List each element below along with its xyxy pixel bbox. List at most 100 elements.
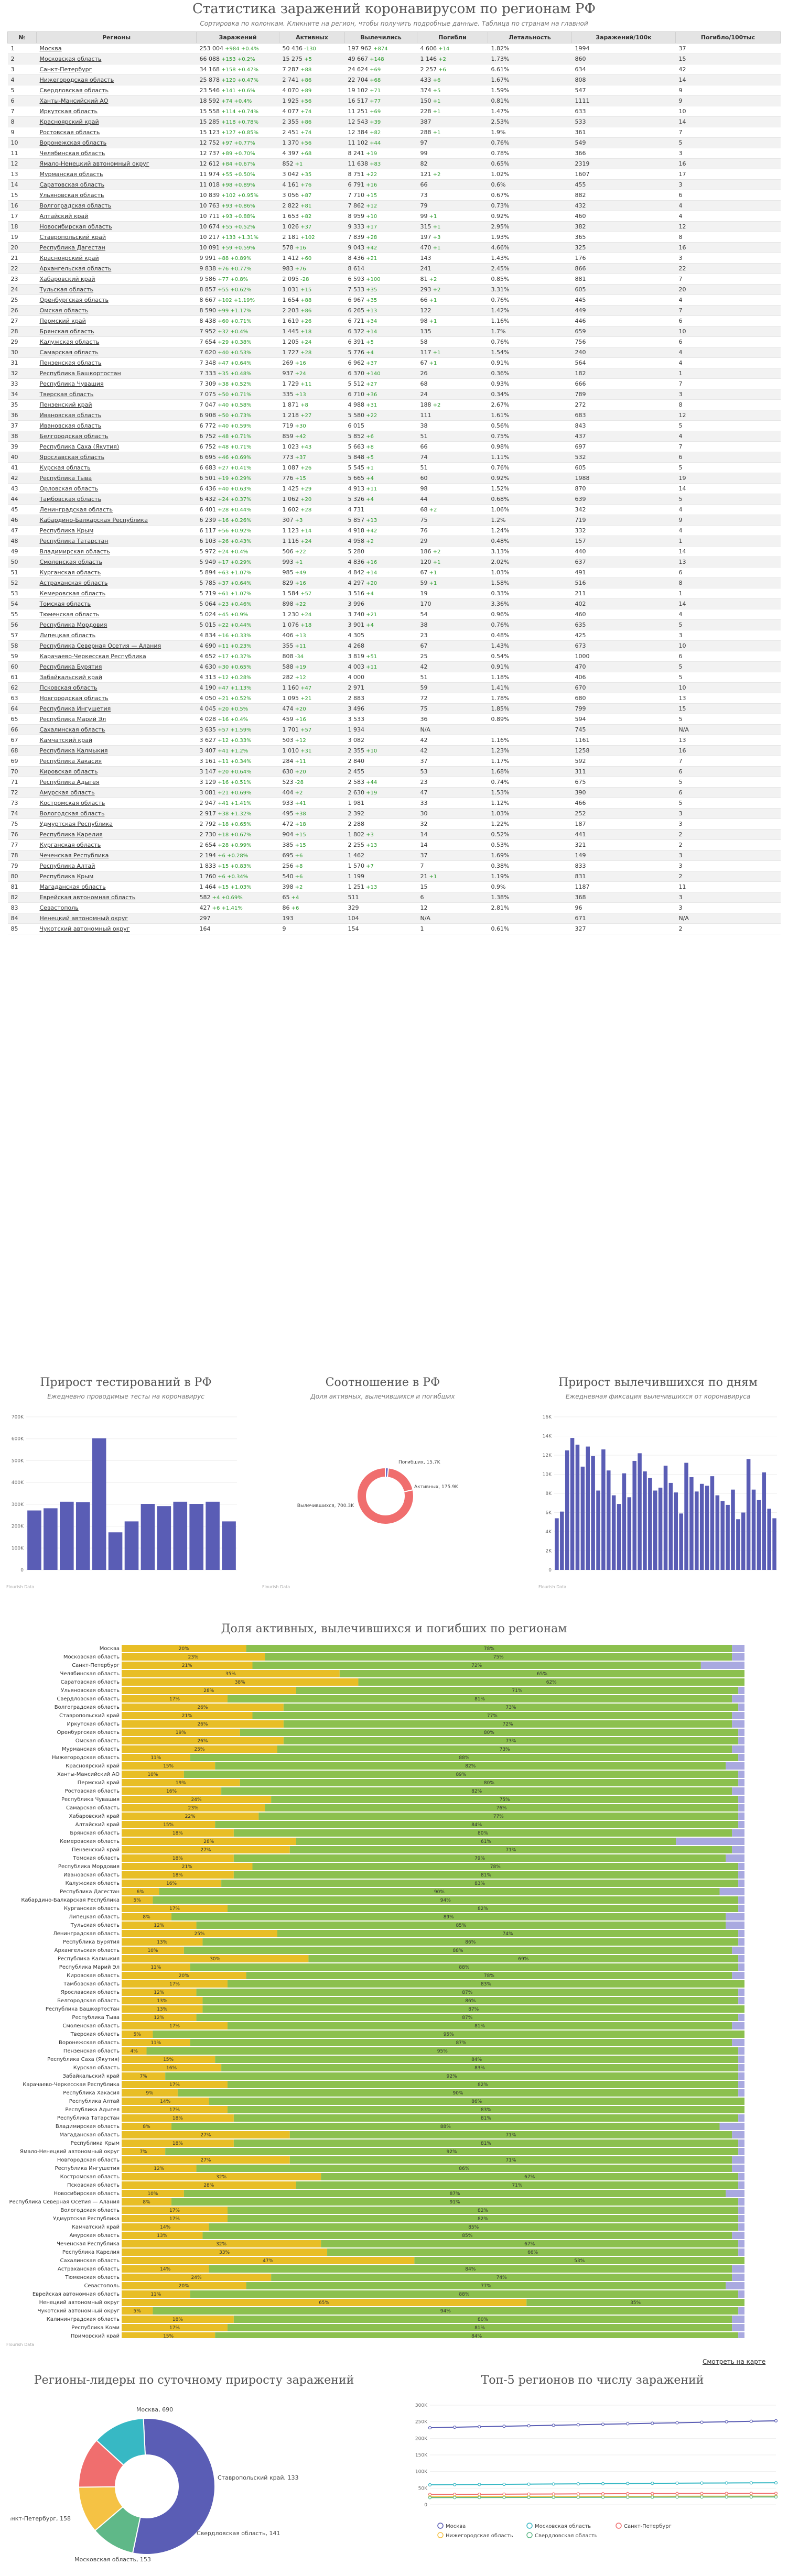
table-row[interactable]: 21 Красноярский край 9 991 +88 +0.89% 1 412… xyxy=(7,253,781,264)
region-link[interactable]: Пензенская область xyxy=(39,359,102,366)
table-row[interactable]: 74 Вологодская область 2 917 +38 +1.32% 495… xyxy=(7,808,781,819)
table-row[interactable]: 17 Алтайский край 10 711 +93 +0.88% 1 653 +… xyxy=(7,211,781,222)
table-row[interactable]: 25 Оренбургская область 8 667 +102 +1.19% 1… xyxy=(7,294,781,305)
region-link[interactable]: Тюменская область xyxy=(39,611,100,618)
region-link[interactable]: Республика Калмыкия xyxy=(39,747,108,754)
table-row[interactable]: 28 Брянская область 7 952 +32 +0.4% 1 445 +… xyxy=(7,326,781,337)
table-row[interactable]: 49 Владимирская область 5 972 +24 +0.4% 506… xyxy=(7,546,781,557)
region-link[interactable]: Карачаево-Черкесская Республика xyxy=(39,653,146,660)
table-row[interactable]: 34 Тверская область 7 075 +50 +0.71% 335 +1… xyxy=(7,389,781,400)
region-link[interactable]: Пермский край xyxy=(39,318,86,324)
table-row[interactable]: 44 Тамбовская область 6 432 +24 +0.37% 1 06… xyxy=(7,494,781,505)
table-row[interactable]: 82 Еврейская автономная область 582 +4 +0.… xyxy=(7,892,781,903)
column-header[interactable]: № xyxy=(7,31,37,43)
region-link[interactable]: Курганская область xyxy=(39,569,101,576)
table-row[interactable]: 11 Челябинская область 12 737 +89 +0.70% 4 … xyxy=(7,148,781,159)
table-row[interactable]: 60 Республика Бурятия 4 630 +30 +0.65% 588 … xyxy=(7,661,781,672)
table-row[interactable]: 61 Забайкальский край 4 313 +12 +0.28% 282 … xyxy=(7,672,781,683)
column-header[interactable]: Регионы xyxy=(36,31,197,43)
table-row[interactable]: 83 Севастополь 427 +6 +1.41% 86 +6 329 12 2.81… xyxy=(7,902,781,913)
table-row[interactable]: 55 Тюменская область 5 024 +45 +0.9% 1 230 … xyxy=(7,609,781,620)
table-row[interactable]: 57 Липецкая область 4 834 +16 +0.33% 406 +1… xyxy=(7,630,781,641)
table-row[interactable]: 12 Ямало-Ненецкий автономный округ 12 612 … xyxy=(7,158,781,169)
region-link[interactable]: Липецкая область xyxy=(39,632,96,639)
region-link[interactable]: Хабаровский край xyxy=(39,276,95,282)
region-link[interactable]: Волгоградская область xyxy=(39,202,112,209)
table-row[interactable]: 18 Новосибирская область 10 674 +55 +0.52%… xyxy=(7,221,781,232)
region-link[interactable]: Республика Башкортостан xyxy=(39,370,121,377)
table-row[interactable]: 78 Чеченская Республика 2 194 +6 +0.28% 695… xyxy=(7,850,781,861)
table-row[interactable]: 10 Воронежская область 12 752 +97 +0.77% 1 … xyxy=(7,137,781,148)
table-row[interactable]: 31 Пензенская область 7 348 +47 +0.64% 269 … xyxy=(7,357,781,368)
region-link[interactable]: Ханты-Мансийский АО xyxy=(39,97,109,104)
region-link[interactable]: Иркутская область xyxy=(39,108,98,115)
region-link[interactable]: Красноярский край xyxy=(39,255,99,261)
region-link[interactable]: Ярославская область xyxy=(39,454,104,461)
column-header[interactable]: Вылечились xyxy=(344,31,417,43)
region-link[interactable]: Омская область xyxy=(39,307,89,314)
region-link[interactable]: Республика Карелия xyxy=(39,831,103,838)
region-link[interactable]: Костромская область xyxy=(39,800,105,806)
region-link[interactable]: Вологодская область xyxy=(39,810,105,817)
table-row[interactable]: 79 Республика Алтай 1 833 +15 +0.83% 256 +8… xyxy=(7,860,781,871)
table-row[interactable]: 68 Республика Калмыкия 3 407 +41 +1.2% 1 01… xyxy=(7,745,781,756)
region-link[interactable]: Ямало-Ненецкий автономный округ xyxy=(39,160,149,167)
table-row[interactable]: 53 Кемеровская область 5 719 +61 +1.07% 1 5… xyxy=(7,588,781,599)
region-link[interactable]: Брянская область xyxy=(39,328,94,335)
region-link[interactable]: Ростовская область xyxy=(39,129,100,136)
region-link[interactable]: Республика Дагестан xyxy=(39,244,105,251)
region-link[interactable]: Белгородская область xyxy=(39,433,109,440)
table-row[interactable]: 48 Республика Татарстан 6 103 +26 +0.43% 1 … xyxy=(7,536,781,547)
region-link[interactable]: Владимирская область xyxy=(39,548,110,555)
table-row[interactable]: 3 Санкт-Петербург 34 168 +158 +0.47% 7 287 … xyxy=(7,64,781,75)
region-link[interactable]: Камчатский край xyxy=(39,737,93,744)
region-link[interactable]: Ленинградская область xyxy=(39,506,113,513)
table-row[interactable]: 42 Республика Тыва 6 501 +19 +0.29% 776 +15… xyxy=(7,473,781,484)
table-row[interactable]: 81 Магаданская область 1 464 +15 +1.03% 398… xyxy=(7,881,781,892)
table-row[interactable]: 7 Иркутская область 15 558 +114 +0.74% 4 07… xyxy=(7,106,781,117)
region-link[interactable]: Новгородская область xyxy=(39,695,109,702)
column-header[interactable]: Заражений xyxy=(196,31,279,43)
region-link[interactable]: Смоленская область xyxy=(39,559,102,565)
region-link[interactable]: Московская область xyxy=(39,56,102,62)
region-link[interactable]: Ненецкий автономный округ xyxy=(39,915,128,922)
region-link[interactable]: Республика Ингушетия xyxy=(39,705,111,712)
table-row[interactable]: 13 Мурманская область 11 974 +55 +0.50% 3 0… xyxy=(7,169,781,180)
table-row[interactable]: 43 Орловская область 6 436 +40 +0.63% 1 425… xyxy=(7,483,781,494)
table-row[interactable]: 26 Омская область 8 590 +99 +1.17% 2 203 +8… xyxy=(7,305,781,316)
region-link[interactable]: Красноярский край xyxy=(39,118,99,125)
region-link[interactable]: Магаданская область xyxy=(39,883,106,890)
table-row[interactable]: 47 Республика Крым 6 117 +56 +0.92% 1 123 +… xyxy=(7,525,781,536)
column-header[interactable]: Активных xyxy=(279,31,345,43)
region-link[interactable]: Республика Чувашия xyxy=(39,380,104,387)
region-link[interactable]: Сахалинская область xyxy=(39,726,105,733)
region-link[interactable]: Тульская область xyxy=(39,286,94,293)
table-row[interactable]: 52 Астраханская область 5 785 +37 +0.64% 82… xyxy=(7,577,781,588)
region-link[interactable]: Республика Татарстан xyxy=(39,538,109,544)
region-link[interactable]: Республика Хакасия xyxy=(39,758,102,765)
table-row[interactable]: 75 Удмуртская Республика 2 792 +18 +0.65% 4… xyxy=(7,818,781,829)
region-link[interactable]: Амурская область xyxy=(39,789,95,796)
region-link[interactable]: Челябинская область xyxy=(39,150,105,157)
region-link[interactable]: Забайкальский край xyxy=(39,674,102,681)
table-row[interactable]: 15 Ульяновская область 10 839 +102 +0.95% 3… xyxy=(7,190,781,201)
table-row[interactable]: 5 Свердловская область 23 546 +141 +0.6% 4 … xyxy=(7,85,781,96)
table-row[interactable]: 72 Амурская область 3 081 +21 +0.69% 404 +2… xyxy=(7,787,781,798)
table-row[interactable]: 70 Кировская область 3 147 +20 +0.64% 630 +… xyxy=(7,766,781,777)
table-row[interactable]: 58 Республика Северная Осетия — Алания 4 6… xyxy=(7,640,781,651)
table-row[interactable]: 40 Ярославская область 6 695 +46 +0.69% 773… xyxy=(7,452,781,463)
table-row[interactable]: 30 Самарская область 7 620 +40 +0.53% 1 727… xyxy=(7,347,781,358)
region-link[interactable]: Алтайский край xyxy=(39,213,89,220)
region-link[interactable]: Севастополь xyxy=(39,904,79,911)
region-link[interactable]: Кировская область xyxy=(39,768,98,775)
region-link[interactable]: Еврейская автономная область xyxy=(39,894,136,901)
region-link[interactable]: Чукотский автономный округ xyxy=(39,925,130,932)
view-on-map-link[interactable]: Смотреть на карте xyxy=(703,2358,766,2365)
region-link[interactable]: Кабардино-Балкарская Республика xyxy=(39,517,148,523)
region-link[interactable]: Томская область xyxy=(39,601,91,607)
table-row[interactable]: 64 Республика Ингушетия 4 045 +20 +0.5% 474… xyxy=(7,703,781,714)
table-row[interactable]: 76 Республика Карелия 2 730 +18 +0.67% 904 … xyxy=(7,829,781,840)
region-link[interactable]: Ульяновская область xyxy=(39,192,104,199)
column-header[interactable]: Летальность xyxy=(488,31,572,43)
region-link[interactable]: Астраханская область xyxy=(39,580,108,586)
